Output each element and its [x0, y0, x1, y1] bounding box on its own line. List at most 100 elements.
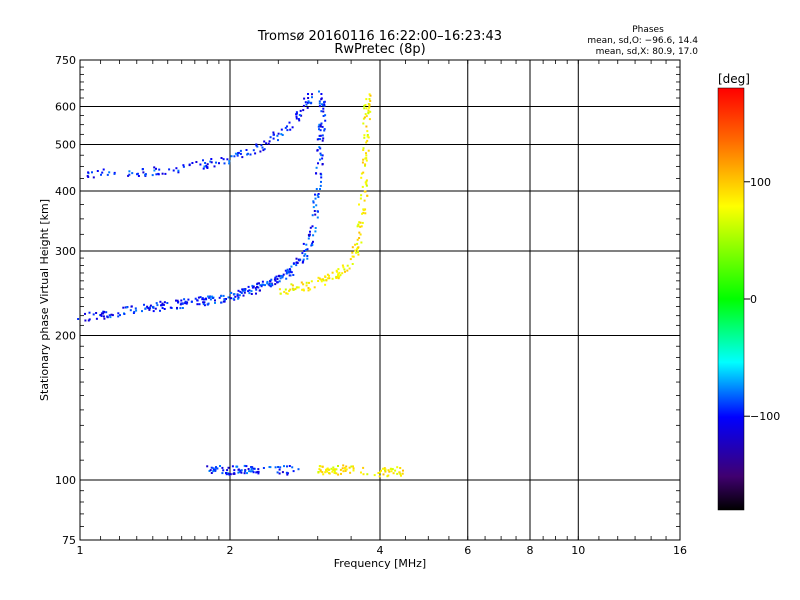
- colorbar-tick-label: −100: [750, 410, 780, 423]
- data-point: [341, 467, 344, 470]
- data-point: [252, 285, 255, 288]
- data-point: [250, 466, 253, 468]
- data-point: [325, 279, 328, 282]
- data-point: [303, 254, 306, 257]
- data-point: [361, 221, 364, 224]
- data-point: [331, 470, 334, 473]
- data-point: [354, 249, 357, 252]
- data-point: [177, 169, 180, 172]
- data-point: [359, 197, 362, 200]
- data-point: [321, 157, 324, 160]
- data-point: [288, 465, 291, 467]
- data-point: [207, 295, 210, 298]
- data-point: [203, 298, 205, 301]
- data-point: [220, 301, 223, 304]
- data-point: [223, 300, 226, 303]
- data-point: [312, 200, 315, 203]
- data-point: [92, 176, 95, 179]
- data-point: [239, 152, 242, 155]
- data-point: [102, 168, 105, 171]
- data-point: [223, 162, 226, 165]
- data-point: [318, 465, 321, 468]
- data-point: [91, 171, 93, 174]
- data-point: [256, 286, 258, 288]
- data-point: [252, 471, 255, 474]
- data-point: [319, 188, 321, 190]
- data-point: [368, 103, 371, 106]
- data-point: [204, 297, 207, 300]
- y-axis-label: Stationary phase Virtual Height [km]: [38, 199, 51, 401]
- x-tick-label: 8: [527, 544, 534, 557]
- data-point: [163, 301, 166, 304]
- data-point: [335, 276, 338, 279]
- data-point: [176, 299, 179, 302]
- data-point: [297, 468, 300, 471]
- data-point: [250, 293, 253, 295]
- data-point: [303, 97, 306, 100]
- data-point: [279, 277, 282, 280]
- data-point: [277, 132, 280, 135]
- data-point: [365, 152, 367, 155]
- data-point: [237, 297, 240, 300]
- data-point: [280, 128, 283, 131]
- axis-ticks: [79, 60, 681, 540]
- data-point: [266, 280, 269, 283]
- data-point: [306, 255, 309, 257]
- y-tick-label: 750: [55, 54, 76, 67]
- data-point: [344, 270, 346, 273]
- data-point: [242, 294, 245, 297]
- data-point: [239, 290, 242, 293]
- data-point: [319, 184, 322, 187]
- data-point: [351, 251, 354, 254]
- data-point: [390, 470, 393, 473]
- data-point: [269, 136, 272, 139]
- data-point: [292, 470, 295, 473]
- data-point: [320, 278, 322, 281]
- data-point: [297, 286, 300, 289]
- data-point: [298, 114, 301, 116]
- data-point: [337, 268, 340, 271]
- data-point: [387, 469, 390, 472]
- data-point: [100, 173, 102, 176]
- data-point: [257, 472, 260, 475]
- data-point: [257, 468, 260, 471]
- data-point: [212, 467, 215, 470]
- data-point: [155, 173, 158, 176]
- data-point: [302, 288, 305, 291]
- data-point: [248, 292, 251, 295]
- data-point: [307, 100, 310, 103]
- data-point: [266, 282, 269, 285]
- data-point: [252, 149, 255, 152]
- data-point: [354, 243, 357, 246]
- data-point: [307, 289, 310, 292]
- data-point: [117, 315, 120, 318]
- data-point: [286, 473, 289, 476]
- data-point: [318, 134, 321, 137]
- data-point: [337, 273, 340, 276]
- data-point: [327, 468, 330, 471]
- data-point: [292, 274, 295, 276]
- data-point: [263, 140, 266, 143]
- data-point: [366, 130, 369, 133]
- data-point: [364, 212, 367, 215]
- data-point: [355, 251, 358, 254]
- data-point: [306, 106, 309, 109]
- data-point: [251, 466, 254, 469]
- data-point: [368, 118, 371, 121]
- data-point: [389, 467, 392, 470]
- data-point: [301, 252, 304, 255]
- data-point: [322, 115, 325, 117]
- data-point: [204, 162, 207, 164]
- y-tick-label: 500: [55, 139, 76, 152]
- data-point: [346, 269, 349, 272]
- data-point: [286, 292, 289, 295]
- colorbar: [717, 87, 745, 511]
- data-point: [231, 465, 234, 468]
- grid-lines: [80, 60, 680, 540]
- data-point: [357, 246, 360, 249]
- data-point: [315, 166, 318, 169]
- data-point: [278, 288, 281, 291]
- data-point: [202, 167, 205, 170]
- data-point: [285, 292, 288, 295]
- data-point: [172, 169, 175, 172]
